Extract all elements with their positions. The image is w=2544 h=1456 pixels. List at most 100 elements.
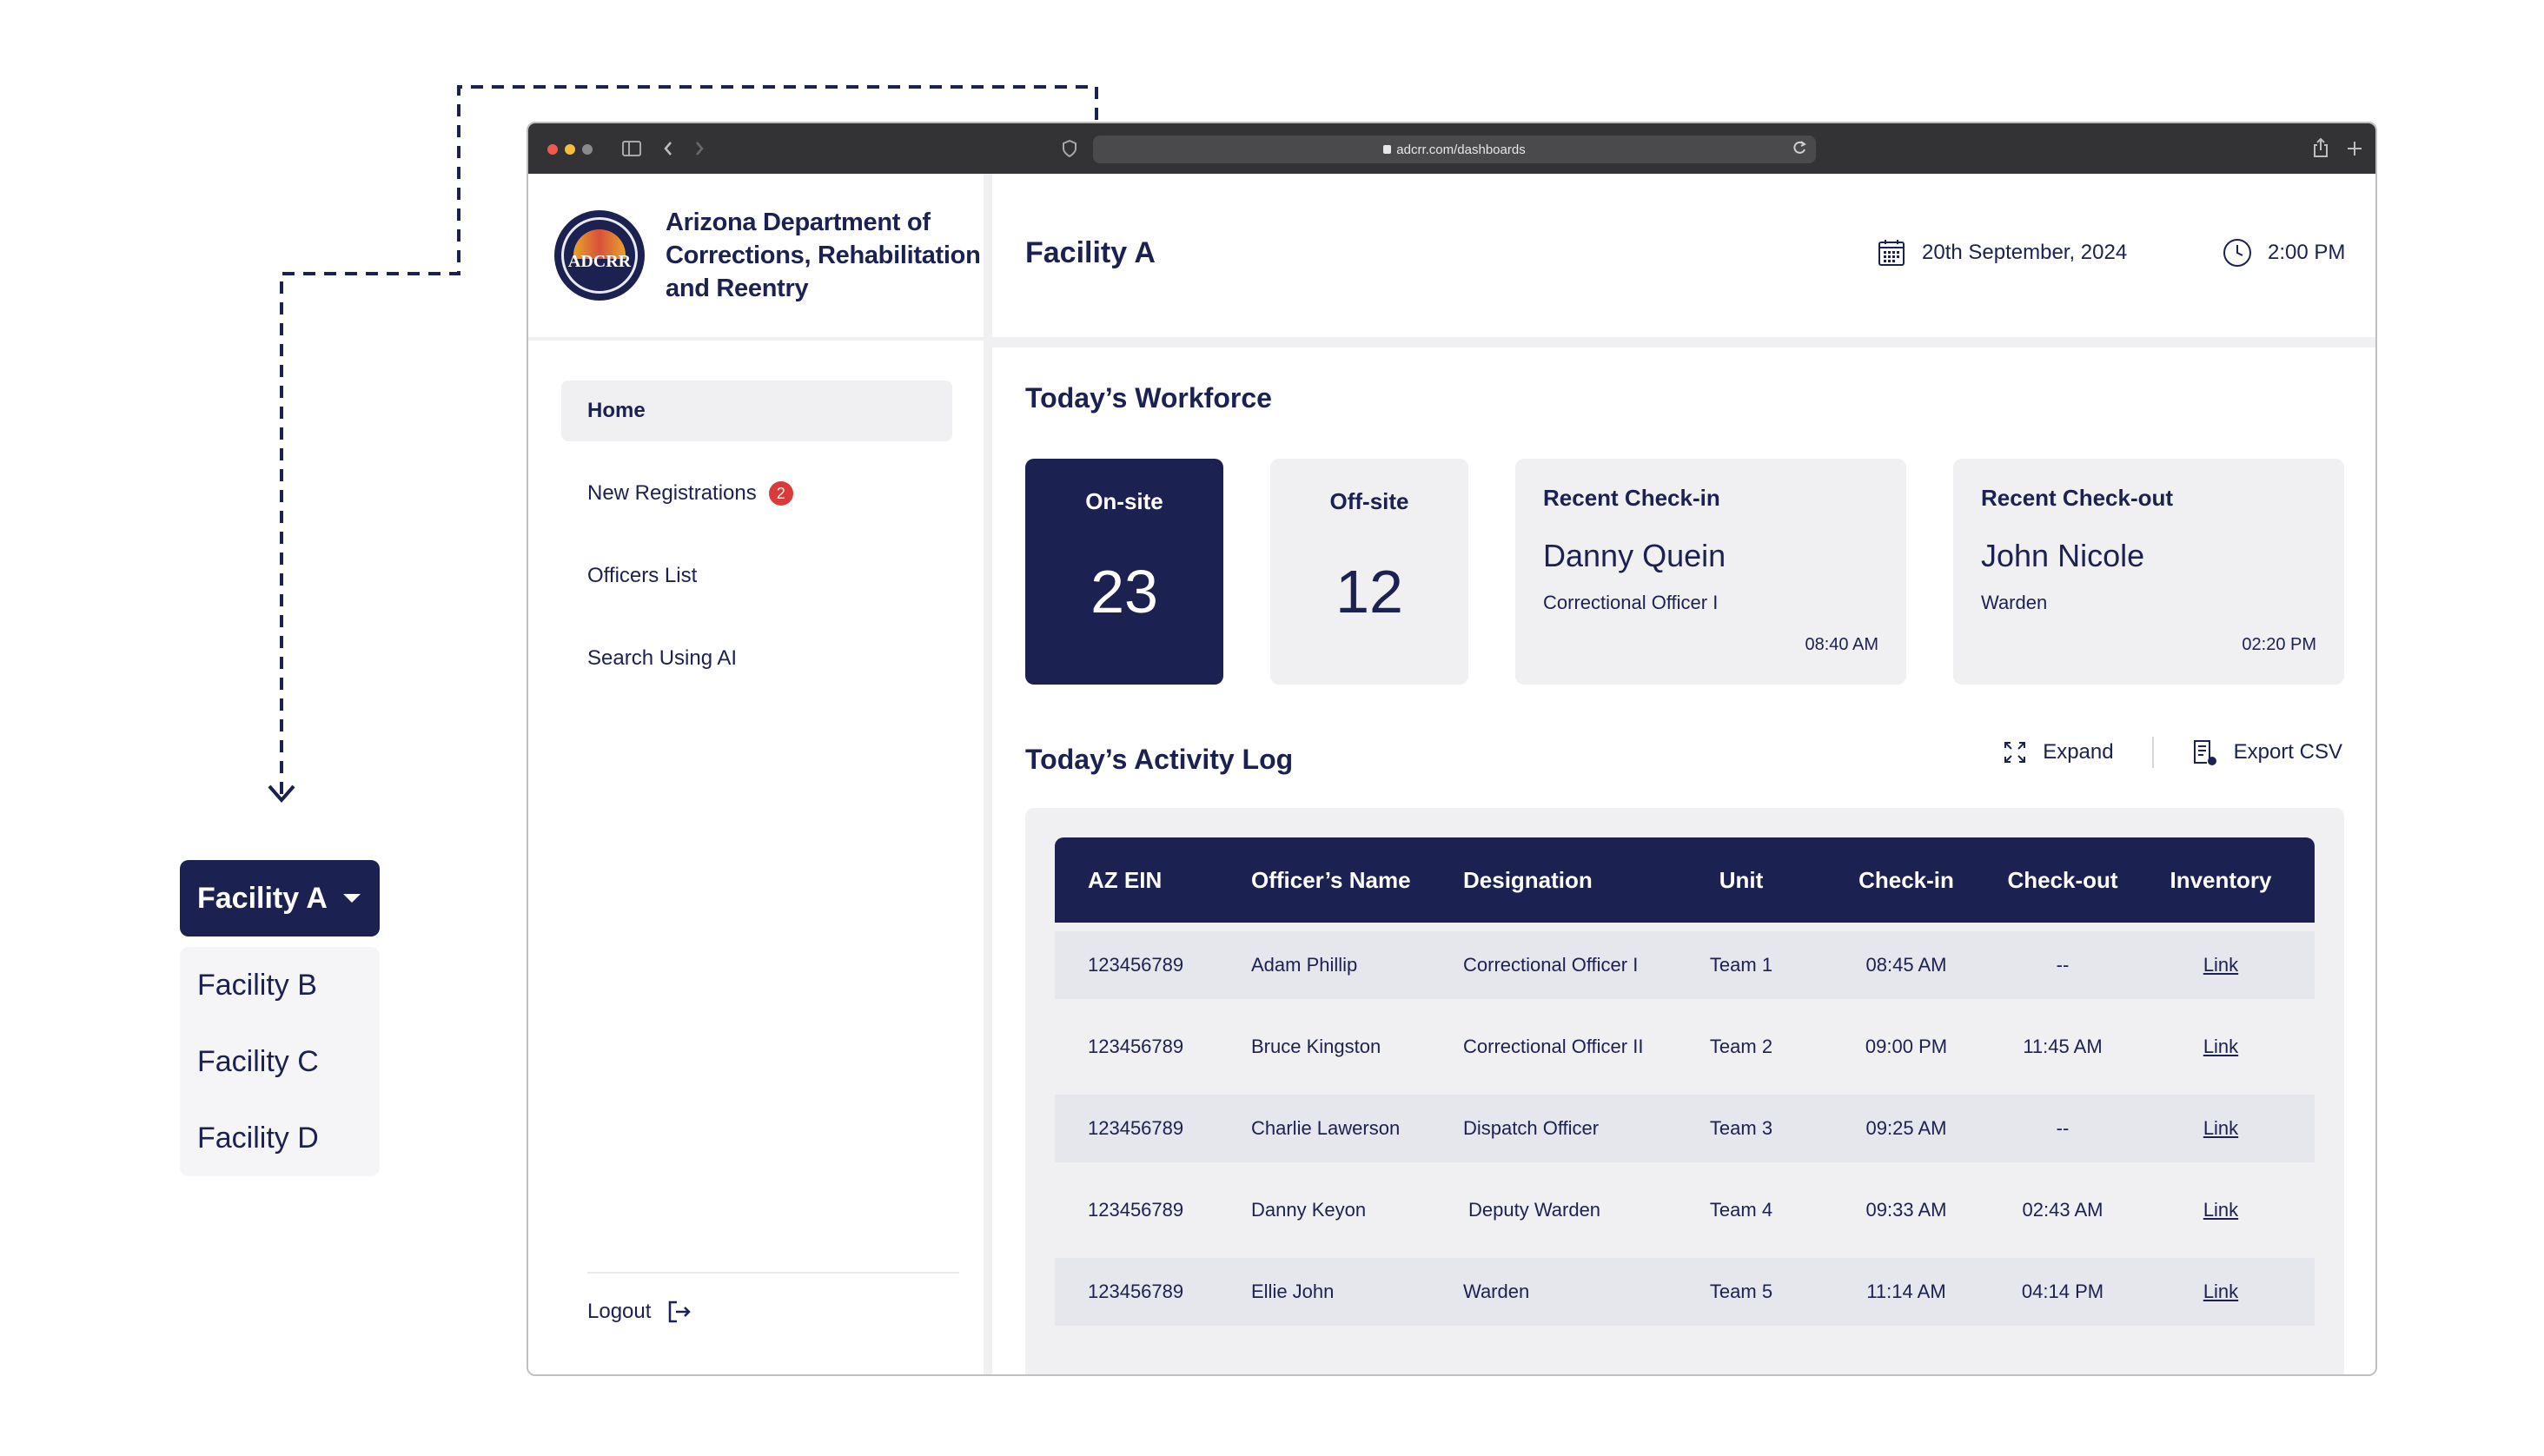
zoom-window-button[interactable]: [582, 144, 593, 155]
checkout-cell: --: [2056, 1117, 2070, 1139]
officer-name-cell: Ellie John: [1251, 1281, 1335, 1302]
unit-cell: Team 1: [1709, 954, 1773, 976]
column-header[interactable]: Unit: [1719, 866, 1764, 893]
sidebar-item-search-using-ai[interactable]: Search Using AI: [561, 628, 952, 689]
recent-checkout-card[interactable]: Recent Check-out John Nicole Warden 02:2…: [1953, 459, 2344, 685]
table-row: 123456789 Charlie Lawerson Dispatch Offi…: [1055, 1095, 2315, 1162]
sidebar-item-label: Officers List: [587, 564, 698, 587]
minimize-window-button[interactable]: [565, 144, 575, 155]
column-header[interactable]: Check-in: [1858, 866, 1954, 893]
checkin-cell: 09:33 AM: [1865, 1199, 1947, 1221]
reload-icon[interactable]: [1792, 139, 1807, 156]
column-header[interactable]: Officer’s Name: [1251, 866, 1411, 893]
sidebar-toggle-icon[interactable]: [622, 140, 641, 157]
logout-divider: [587, 1272, 959, 1274]
date-text: 20th September, 2024: [1922, 241, 2128, 264]
offsite-card[interactable]: Off-site 12: [1270, 459, 1468, 685]
designation-cell: Deputy Warden: [1468, 1199, 1601, 1221]
sidebar-item-label: New Registrations: [587, 481, 757, 505]
share-icon[interactable]: [2313, 137, 2329, 158]
export-csv-button[interactable]: Export CSV: [2192, 738, 2342, 766]
designation-cell: Correctional Officer I: [1463, 954, 1639, 976]
browser-window: adcrr.com/dashboards ADCRR Arizona Depar…: [527, 122, 2377, 1376]
checkout-cell: 11:45 AM: [2023, 1036, 2103, 1057]
expand-label: Expand: [2043, 740, 2114, 764]
facility-option[interactable]: Facility D: [197, 1121, 319, 1155]
forward-arrow-icon[interactable]: [693, 140, 706, 157]
checkin-name: Danny Quein: [1543, 538, 1726, 573]
caret-down-icon: [342, 894, 361, 903]
inventory-link[interactable]: Link: [2203, 1036, 2239, 1057]
unit-cell: Team 2: [1709, 1036, 1773, 1057]
facility-dropdown-menu: Facility B Facility C Facility D: [180, 947, 380, 1176]
checkin-label: Recent Check-in: [1543, 485, 1720, 511]
table-row: 123456789 Ellie John Warden Team 5 11:14…: [1055, 1258, 2315, 1326]
checkout-cell: --: [2056, 954, 2070, 976]
activity-log-actions: Expand Export CSV: [2003, 737, 2342, 768]
sidebar-item-officers-list[interactable]: Officers List: [561, 546, 952, 606]
checkout-label: Recent Check-out: [1981, 485, 2174, 511]
officer-name-cell: Charlie Lawerson: [1251, 1117, 1401, 1139]
close-window-button[interactable]: [547, 144, 558, 155]
privacy-shield-icon[interactable]: [1062, 140, 1077, 157]
agency-name-line: Arizona Department of: [666, 208, 931, 236]
main-panel: Today’s Workforce On-site 23 Off-site 12…: [992, 347, 2375, 1374]
facility-dropdown-button[interactable]: Facility A: [180, 860, 380, 936]
checkout-time: 02:20 PM: [2242, 635, 2316, 654]
column-header[interactable]: Check-out: [2007, 866, 2118, 893]
sidebar-nav: Home New Registrations 2 Officers List S…: [561, 381, 952, 711]
logout-label: Logout: [587, 1300, 652, 1323]
onsite-card[interactable]: On-site 23: [1025, 459, 1223, 685]
time-display: 2:00 PM: [2223, 238, 2345, 268]
column-header[interactable]: Inventory: [2170, 866, 2272, 893]
seal-text: ADCRR: [567, 252, 632, 271]
sidebar-item-home[interactable]: Home: [561, 381, 952, 441]
activity-log-title: Today’s Activity Log: [1025, 744, 1294, 775]
date-display: 20th September, 2024: [1877, 238, 2127, 268]
facility-dropdown-label: Facility A: [197, 881, 328, 915]
logout-button[interactable]: Logout: [587, 1294, 692, 1329]
browser-toolbar: adcrr.com/dashboards: [528, 123, 2375, 174]
az-ein-cell: 123456789: [1088, 1281, 1184, 1302]
calendar-icon: [1878, 240, 1905, 266]
offsite-label: Off-site: [1329, 488, 1409, 514]
recent-checkin-card[interactable]: Recent Check-in Danny Quein Correctional…: [1515, 459, 1906, 685]
export-csv-label: Export CSV: [2233, 740, 2342, 764]
column-header[interactable]: AZ EIN: [1088, 866, 1163, 893]
adcrr-seal-logo: ADCRR: [554, 210, 645, 301]
checkout-name: John Nicole: [1981, 538, 2145, 573]
facility-option[interactable]: Facility B: [197, 968, 317, 1002]
az-ein-cell: 123456789: [1088, 1036, 1184, 1057]
checkout-cell: 02:43 AM: [2022, 1199, 2103, 1221]
checkin-role: Correctional Officer I: [1543, 592, 1719, 613]
inventory-link[interactable]: Link: [2203, 1199, 2239, 1221]
expand-button[interactable]: Expand: [2003, 740, 2114, 764]
onsite-label: On-site: [1085, 488, 1163, 514]
sidebar-item-new-registrations[interactable]: New Registrations 2: [561, 463, 952, 524]
new-tab-icon[interactable]: [2346, 140, 2363, 157]
unit-cell: Team 3: [1709, 1117, 1773, 1139]
designation-cell: Dispatch Officer: [1463, 1117, 1600, 1139]
expand-icon: [2004, 742, 2026, 763]
action-divider: [2151, 737, 2154, 768]
officer-name-cell: Danny Keyon: [1251, 1199, 1367, 1221]
url-text: adcrr.com/dashboards: [1396, 142, 1526, 157]
address-bar[interactable]: adcrr.com/dashboards: [1093, 136, 1816, 163]
activity-log-table: AZ EIN Officer’s Name Designation Unit C…: [1025, 808, 2344, 1374]
table-row: 123456789 Bruce Kingston Correctional Of…: [1055, 1013, 2315, 1081]
agency-name-line: and Reentry: [666, 275, 809, 302]
agency-name-line: Corrections, Rehabilitation: [666, 242, 981, 269]
inventory-link[interactable]: Link: [2203, 1281, 2239, 1302]
column-header[interactable]: Designation: [1463, 866, 1593, 893]
sidebar-item-label: Search Using AI: [587, 646, 738, 670]
checkin-cell: 09:00 PM: [1865, 1036, 1948, 1057]
table-row: 123456789 Adam Phillip Correctional Offi…: [1055, 931, 2315, 999]
page-header: Facility A 20th September, 2024 2:00 PM: [992, 174, 2375, 337]
workforce-title: Today’s Workforce: [1025, 382, 1272, 414]
facility-option[interactable]: Facility C: [197, 1044, 319, 1078]
inventory-link[interactable]: Link: [2203, 1117, 2239, 1139]
sidebar-item-label: Home: [587, 399, 646, 422]
back-arrow-icon[interactable]: [662, 140, 674, 157]
officer-name-cell: Adam Phillip: [1251, 954, 1358, 976]
inventory-link[interactable]: Link: [2203, 954, 2239, 976]
